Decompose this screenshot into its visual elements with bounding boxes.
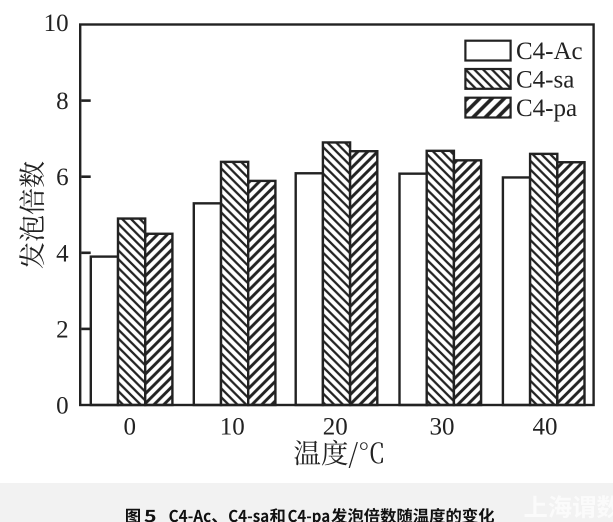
svg-text:10: 10 — [44, 10, 69, 37]
svg-text:C4-Ac: C4-Ac — [516, 38, 583, 65]
svg-text:C4-pa: C4-pa — [516, 95, 577, 122]
svg-text:4: 4 — [56, 240, 69, 267]
svg-text:C4-sa: C4-sa — [516, 66, 574, 93]
svg-text:10: 10 — [220, 414, 245, 441]
svg-text:30: 30 — [430, 414, 455, 441]
svg-text:0: 0 — [56, 393, 69, 420]
svg-text:6: 6 — [56, 164, 69, 191]
svg-text:20: 20 — [323, 414, 348, 441]
svg-text:40: 40 — [533, 414, 558, 441]
svg-text:0: 0 — [124, 414, 137, 441]
svg-text:8: 8 — [56, 88, 69, 115]
svg-text:2: 2 — [56, 316, 69, 343]
